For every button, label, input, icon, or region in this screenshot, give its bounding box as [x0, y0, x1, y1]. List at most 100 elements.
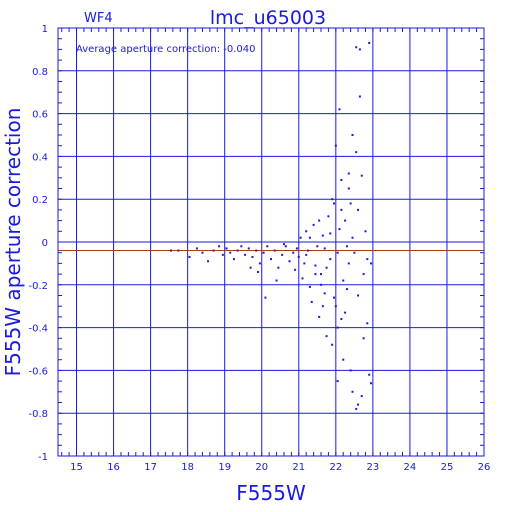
- data-point: [332, 202, 335, 205]
- data-point: [258, 262, 261, 265]
- data-point: [264, 296, 267, 299]
- x-tick-label: 17: [144, 462, 157, 473]
- x-tick-label: 21: [292, 462, 305, 473]
- data-point: [368, 373, 371, 376]
- data-point: [301, 277, 304, 280]
- data-point: [288, 260, 291, 263]
- data-point: [240, 245, 243, 248]
- data-point: [368, 41, 371, 44]
- data-point: [347, 187, 350, 190]
- data-point: [292, 251, 295, 254]
- y-tick-labels: -1 -0.8 -0.6 -0.4 -0.2 0 0.2 0.4 0.6 0.8 1: [28, 24, 48, 463]
- data-point: [305, 230, 308, 233]
- x-axis-title: F555W: [236, 481, 306, 505]
- x-tick-label: 16: [107, 462, 120, 473]
- x-tick-label: 25: [441, 462, 454, 473]
- data-point: [360, 174, 363, 177]
- data-point: [249, 266, 252, 269]
- data-point: [295, 247, 298, 250]
- data-point: [320, 273, 323, 276]
- grid-lines: [58, 27, 485, 457]
- x-tick-label: 26: [478, 462, 491, 473]
- data-point: [207, 260, 210, 263]
- y-tick-label: 0.6: [32, 110, 48, 121]
- data-point: [307, 249, 310, 252]
- data-point: [229, 251, 232, 254]
- data-point: [212, 249, 215, 252]
- y-tick-label: -0.6: [28, 366, 48, 377]
- data-point: [320, 283, 323, 286]
- data-point: [336, 251, 339, 254]
- data-point: [273, 249, 276, 252]
- data-point: [357, 208, 360, 211]
- data-point: [342, 358, 345, 361]
- data-point: [334, 144, 337, 147]
- data-point: [349, 202, 352, 205]
- data-point: [370, 382, 373, 385]
- y-tick-label: -0.8: [28, 409, 48, 420]
- data-point: [218, 245, 221, 248]
- data-point: [255, 249, 258, 252]
- data-point: [321, 234, 324, 237]
- data-point: [232, 258, 235, 261]
- data-point: [338, 228, 341, 231]
- data-point: [329, 232, 332, 235]
- y-tick-label: -0.2: [28, 281, 48, 292]
- x-tick-label: 15: [70, 462, 83, 473]
- data-point: [340, 318, 343, 321]
- data-point: [225, 247, 228, 250]
- y-tick-label: 1: [42, 24, 48, 35]
- chart-title: lmc_u65003: [210, 7, 326, 29]
- data-point: [357, 294, 360, 297]
- x-tick-label: 19: [218, 462, 231, 473]
- y-tick-label: 0.2: [32, 195, 48, 206]
- data-point: [351, 390, 354, 393]
- data-point: [327, 215, 330, 218]
- data-point: [325, 335, 328, 338]
- x-tick-label: 23: [367, 462, 380, 473]
- data-point: [308, 236, 311, 239]
- data-point: [303, 262, 306, 265]
- data-point: [366, 258, 369, 261]
- data-point: [331, 343, 334, 346]
- data-point: [351, 236, 354, 239]
- data-point: [308, 285, 311, 288]
- data-point: [262, 251, 265, 254]
- plot-frame: [57, 27, 485, 457]
- data-point: [284, 245, 287, 248]
- data-point: [355, 407, 358, 410]
- data-point: [323, 292, 326, 295]
- data-point: [340, 178, 343, 181]
- x-tick-label: 18: [181, 462, 194, 473]
- data-point: [244, 253, 247, 256]
- data-point: [360, 395, 363, 398]
- data-point: [318, 219, 321, 222]
- data-points: [169, 41, 373, 410]
- data-point: [281, 253, 284, 256]
- y-tick-label: 0.4: [32, 152, 48, 163]
- y-tick-label: 0.8: [32, 67, 48, 78]
- data-point: [347, 262, 350, 265]
- data-point: [355, 151, 358, 154]
- data-point: [366, 322, 369, 325]
- data-point: [294, 268, 297, 271]
- data-point: [325, 266, 328, 269]
- data-point: [342, 279, 345, 282]
- data-point: [336, 380, 339, 383]
- data-point: [169, 249, 172, 252]
- data-point: [357, 403, 360, 406]
- data-point: [277, 266, 280, 269]
- data-point: [351, 134, 354, 136]
- x-tick-label: 24: [404, 462, 417, 473]
- y-tick-label: -1: [38, 452, 48, 463]
- y-tick-label: -0.4: [28, 324, 48, 335]
- x-tick-label: 20: [255, 462, 268, 473]
- data-point: [312, 223, 315, 226]
- data-point: [177, 249, 180, 252]
- data-point: [297, 255, 300, 258]
- y-axis-title: F555W aperture correction: [1, 108, 25, 377]
- x-tick-labels: 15 16 17 18 19 20 21 22 23 24 25 26: [70, 462, 490, 473]
- data-point: [310, 300, 313, 303]
